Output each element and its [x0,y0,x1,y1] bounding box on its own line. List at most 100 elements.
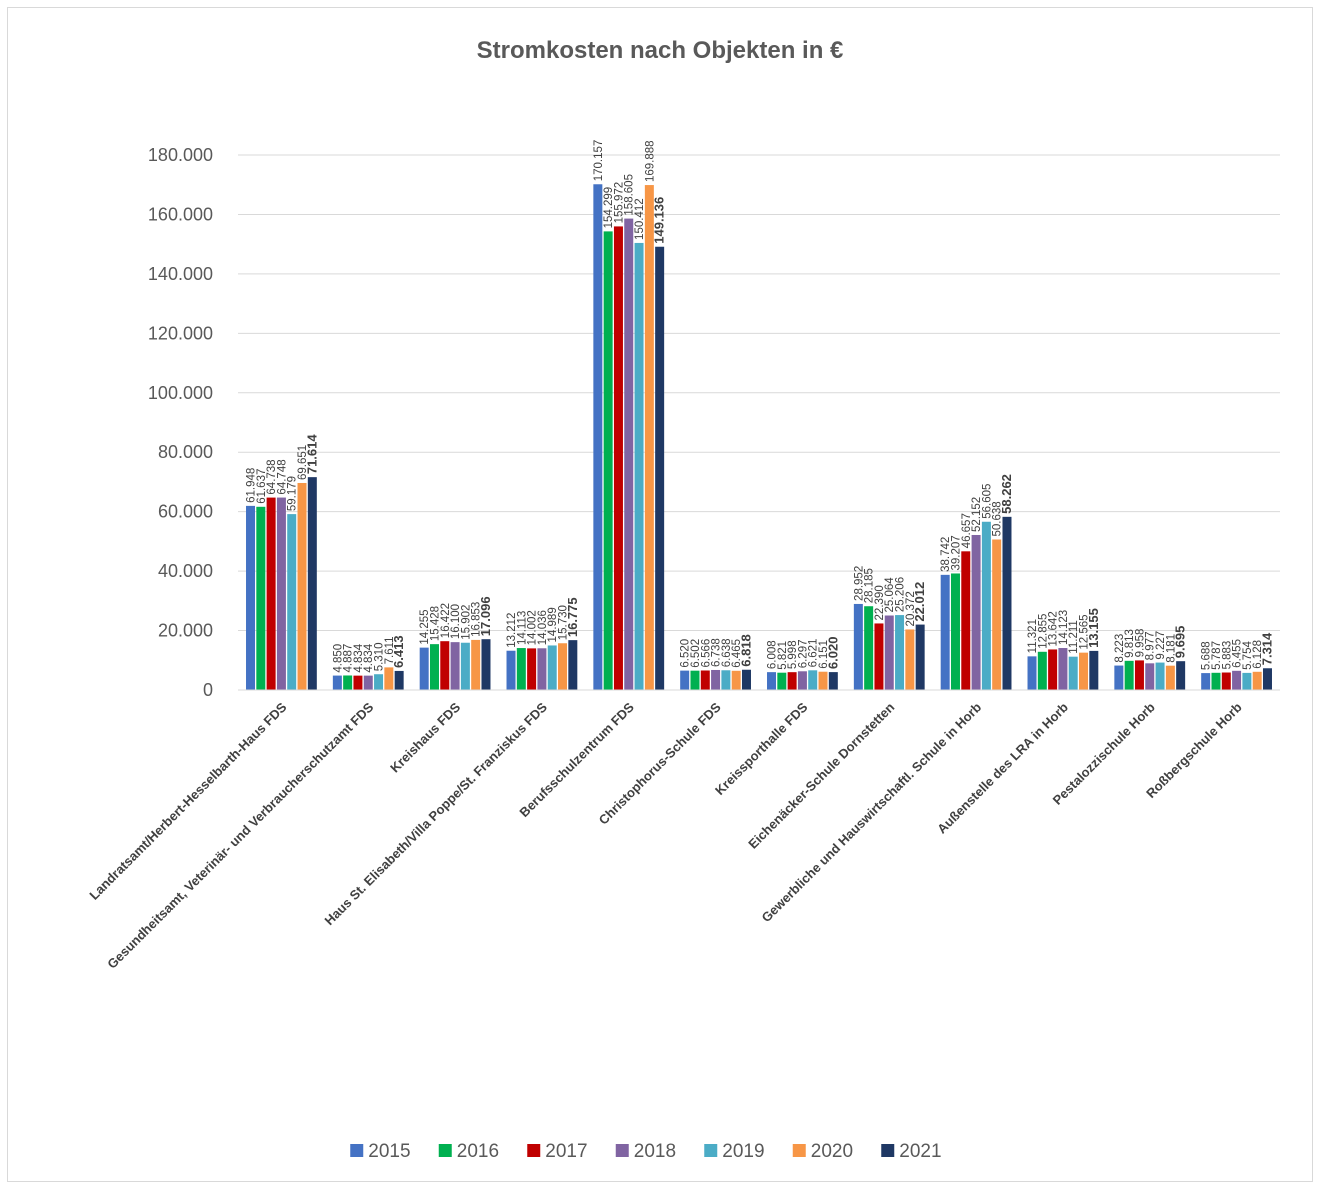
bar [828,672,838,690]
legend-label: 2019 [722,1141,764,1162]
data-label: 4.887 [343,644,355,673]
data-label: 6.502 [690,639,702,668]
data-label: 20.372 [905,591,917,626]
data-label: 5.310 [374,642,386,671]
bar [440,641,450,690]
bar [1211,672,1221,690]
data-label: 71.614 [304,434,319,475]
legend-swatch [792,1144,806,1157]
x-tick-label: Roßbergschule Horb [1143,699,1245,801]
data-label: 6.465 [731,639,743,668]
data-label: 11.321 [1027,619,1039,653]
bar [624,218,634,690]
bar [419,647,429,690]
data-label: 15.428 [429,606,441,641]
data-label: 56.605 [981,484,993,519]
data-label: 9.958 [1134,629,1146,658]
data-label: 155.972 [613,182,625,224]
bar [1058,648,1068,690]
bar [1242,672,1252,690]
bar [895,615,905,690]
data-label: 9.227 [1155,631,1167,660]
data-label: 25.206 [895,577,907,612]
legend-label: 2015 [368,1141,410,1162]
bar [506,650,516,690]
legend-swatch [615,1144,629,1157]
legend-item: 2018 [615,1141,676,1162]
data-label: 9.695 [1173,626,1188,659]
bar [808,670,818,690]
bar [797,671,807,690]
y-tick-label: 120.000 [148,323,213,343]
bar [905,629,915,690]
bar [731,670,741,690]
gridlines [238,154,1280,691]
bar [613,226,623,690]
bar [297,482,307,690]
data-label: 58.262 [999,474,1014,514]
data-label: 158.605 [624,174,636,216]
data-label: 169.888 [644,140,656,182]
data-label: 64.748 [276,459,288,494]
bar [1134,660,1144,690]
data-label: 6.621 [808,639,820,668]
chart-title: Stromkosten nach Objekten in € [477,37,844,64]
bar [950,573,960,690]
bar [853,603,863,690]
legend-item: 2019 [704,1141,765,1162]
bar [655,246,665,690]
data-label: 5.883 [1221,641,1233,670]
data-label: 4.834 [363,643,375,672]
bar [940,574,950,690]
data-label: 14.113 [516,611,528,645]
x-tick-label: Pestalozzischule Horb [1050,699,1158,807]
bars [246,184,1272,690]
bar [394,670,404,690]
bar [1079,652,1089,690]
y-axis: 0 20.000 40.000 60.000 80.000 100.000 120.000 1… [148,145,213,700]
data-label: 22.012 [912,582,927,622]
bar [721,670,731,690]
legend-label: 2018 [634,1141,676,1162]
data-label: 14.989 [547,607,559,642]
bar [1176,661,1186,690]
data-label: 12.565 [1079,614,1091,649]
bar [246,505,256,690]
bar [558,643,568,690]
legend-item: 2015 [350,1141,411,1162]
x-tick-label: Kreissporthalle FDS [712,699,811,798]
data-label: 28.952 [853,566,865,601]
legend-label: 2017 [545,1141,587,1162]
data-label: 61.948 [246,468,258,503]
bar [1124,660,1134,690]
bar [460,642,470,690]
x-tick-label: Landratsamt/Herbert-Hesselbarth-Haus FDS [86,699,289,902]
bar [1048,649,1058,690]
data-label: 14.255 [419,609,431,644]
legend-item: 2020 [792,1141,853,1162]
value-labels: 61.94861.63764.73864.74859.17969.65171.6… [246,140,1275,673]
data-label: 6.455 [1232,639,1244,668]
data-label: 11.211 [1068,620,1080,653]
data-label: 6.297 [797,640,809,669]
data-label: 14.002 [527,610,539,645]
bar [1027,656,1037,690]
bar [276,497,286,690]
bar [1262,668,1272,690]
data-label: 9.813 [1124,629,1136,658]
data-label: 6.738 [711,638,723,667]
data-label: 8.181 [1165,634,1177,663]
bar [741,669,751,690]
bar [711,669,721,690]
data-label: 6.413 [391,635,406,668]
bar [256,506,266,690]
data-label: 38.742 [940,537,952,572]
data-label: 12.855 [1037,614,1049,649]
legend-swatch [704,1144,718,1157]
bar [864,606,874,690]
bar [680,670,690,690]
data-label: 6.818 [738,634,753,667]
bar [992,539,1002,690]
data-label: 46.657 [961,513,973,548]
bar [1089,650,1099,690]
